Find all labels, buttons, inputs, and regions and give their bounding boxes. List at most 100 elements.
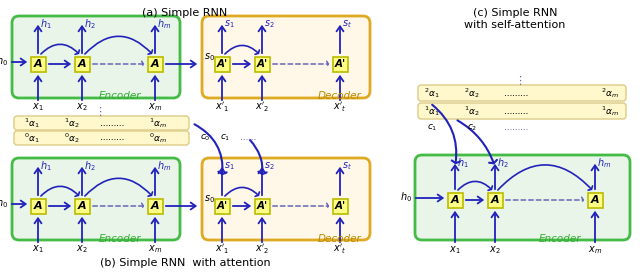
FancyBboxPatch shape — [74, 57, 90, 71]
Text: Decoder: Decoder — [318, 91, 362, 101]
FancyBboxPatch shape — [202, 158, 370, 240]
FancyBboxPatch shape — [12, 158, 180, 240]
FancyBboxPatch shape — [12, 16, 180, 98]
Text: $x_m$: $x_m$ — [148, 101, 162, 113]
Text: $h_0$: $h_0$ — [0, 54, 8, 68]
Text: $\cdots\cdots$: $\cdots\cdots$ — [239, 134, 257, 142]
Text: $x'_1$: $x'_1$ — [215, 242, 229, 256]
Text: A: A — [34, 201, 42, 211]
FancyBboxPatch shape — [147, 57, 163, 71]
FancyBboxPatch shape — [74, 198, 90, 214]
Text: $c_1$: $c_1$ — [220, 133, 230, 143]
FancyBboxPatch shape — [333, 57, 348, 71]
Text: $h_1$: $h_1$ — [40, 17, 52, 31]
FancyBboxPatch shape — [415, 155, 630, 240]
Text: A: A — [150, 201, 159, 211]
FancyBboxPatch shape — [31, 198, 45, 214]
FancyBboxPatch shape — [14, 131, 189, 145]
FancyBboxPatch shape — [418, 85, 626, 101]
Text: $^2\alpha_1$: $^2\alpha_1$ — [424, 86, 440, 100]
Text: A: A — [34, 59, 42, 69]
Text: $x_2$: $x_2$ — [489, 244, 500, 256]
Text: ⋮: ⋮ — [515, 76, 525, 86]
FancyBboxPatch shape — [255, 57, 269, 71]
FancyBboxPatch shape — [255, 198, 269, 214]
Text: $c_2$: $c_2$ — [467, 123, 477, 133]
Text: $s_2$: $s_2$ — [264, 18, 275, 30]
Text: (b) Simple RNN  with attention: (b) Simple RNN with attention — [100, 258, 270, 268]
Text: $c_1$: $c_1$ — [427, 123, 437, 133]
Text: A: A — [591, 195, 599, 205]
Text: $h_m$: $h_m$ — [597, 156, 611, 170]
Text: A: A — [150, 59, 159, 69]
FancyBboxPatch shape — [214, 198, 230, 214]
Text: $^1\alpha_m$: $^1\alpha_m$ — [601, 104, 619, 118]
Text: $h_2$: $h_2$ — [84, 17, 96, 31]
Text: $s_1$: $s_1$ — [224, 18, 235, 30]
Text: $x'_2$: $x'_2$ — [255, 100, 269, 114]
Text: $x'_1$: $x'_1$ — [215, 100, 229, 114]
Text: $x'_t$: $x'_t$ — [333, 242, 347, 256]
Text: $s_t$: $s_t$ — [342, 18, 352, 30]
Text: $h_m$: $h_m$ — [157, 159, 172, 173]
Text: $\cdots\cdots\cdots$: $\cdots\cdots\cdots$ — [503, 107, 529, 115]
Text: $x_2$: $x_2$ — [76, 243, 88, 255]
Text: $^2\alpha_m$: $^2\alpha_m$ — [601, 86, 619, 100]
Text: Decoder: Decoder — [318, 234, 362, 244]
FancyBboxPatch shape — [333, 198, 348, 214]
Text: $s_0$: $s_0$ — [204, 193, 215, 205]
Text: $^1\alpha_2$: $^1\alpha_2$ — [64, 116, 80, 130]
Text: $^0\alpha_2$: $^0\alpha_2$ — [64, 131, 80, 145]
Text: $\cdots\cdots\cdots$: $\cdots\cdots\cdots$ — [99, 134, 125, 142]
Text: $x_m$: $x_m$ — [148, 243, 162, 255]
Text: $h_0$: $h_0$ — [0, 196, 8, 210]
FancyBboxPatch shape — [447, 192, 463, 208]
Text: A': A' — [335, 59, 346, 69]
Text: A': A' — [216, 59, 228, 69]
Text: Encoder: Encoder — [539, 234, 581, 244]
Text: $\cdots\cdots\cdots$: $\cdots\cdots\cdots$ — [99, 118, 125, 128]
Text: $^0\alpha_m$: $^0\alpha_m$ — [149, 131, 167, 145]
Text: $^1\alpha_1$: $^1\alpha_1$ — [424, 104, 440, 118]
Text: $\cdots\cdots\cdots$: $\cdots\cdots\cdots$ — [503, 123, 529, 132]
Text: A': A' — [257, 201, 268, 211]
Text: Encoder: Encoder — [99, 234, 141, 244]
Text: $\cdots\cdots\cdots$: $\cdots\cdots\cdots$ — [503, 89, 529, 97]
Text: $h_1$: $h_1$ — [40, 159, 52, 173]
Text: $x'_2$: $x'_2$ — [255, 242, 269, 256]
Text: $s_2$: $s_2$ — [264, 160, 275, 172]
FancyBboxPatch shape — [418, 103, 626, 119]
Text: $x_m$: $x_m$ — [588, 244, 602, 256]
Text: $h_2$: $h_2$ — [497, 156, 509, 170]
Text: A': A' — [335, 201, 346, 211]
Text: A: A — [491, 195, 499, 205]
Text: $x_2$: $x_2$ — [76, 101, 88, 113]
Text: $s_t$: $s_t$ — [342, 160, 352, 172]
Text: Encoder: Encoder — [99, 91, 141, 101]
Text: $s_0$: $s_0$ — [204, 51, 215, 63]
Text: $s_1$: $s_1$ — [224, 160, 235, 172]
Text: $h_m$: $h_m$ — [157, 17, 172, 31]
FancyBboxPatch shape — [31, 57, 45, 71]
Text: $h_2$: $h_2$ — [84, 159, 96, 173]
Text: $x_1$: $x_1$ — [32, 243, 44, 255]
Text: $^0\alpha_1$: $^0\alpha_1$ — [24, 131, 40, 145]
FancyBboxPatch shape — [214, 57, 230, 71]
Text: $^2\alpha_2$: $^2\alpha_2$ — [464, 86, 480, 100]
FancyBboxPatch shape — [488, 192, 502, 208]
Text: $h_0$: $h_0$ — [400, 190, 412, 204]
FancyBboxPatch shape — [147, 198, 163, 214]
Text: $h_1$: $h_1$ — [457, 156, 468, 170]
Text: ⋮: ⋮ — [95, 107, 106, 117]
Text: A: A — [77, 59, 86, 69]
Text: A': A' — [216, 201, 228, 211]
Text: $x'_t$: $x'_t$ — [333, 100, 347, 114]
Text: A: A — [77, 201, 86, 211]
Text: $x_1$: $x_1$ — [449, 244, 461, 256]
Text: $^1\alpha_m$: $^1\alpha_m$ — [149, 116, 167, 130]
Text: (a) Simple RNN: (a) Simple RNN — [142, 8, 228, 18]
Text: $^1\alpha_1$: $^1\alpha_1$ — [24, 116, 40, 130]
Text: $x_1$: $x_1$ — [32, 101, 44, 113]
FancyBboxPatch shape — [14, 116, 189, 130]
Text: $^1\alpha_2$: $^1\alpha_2$ — [464, 104, 480, 118]
